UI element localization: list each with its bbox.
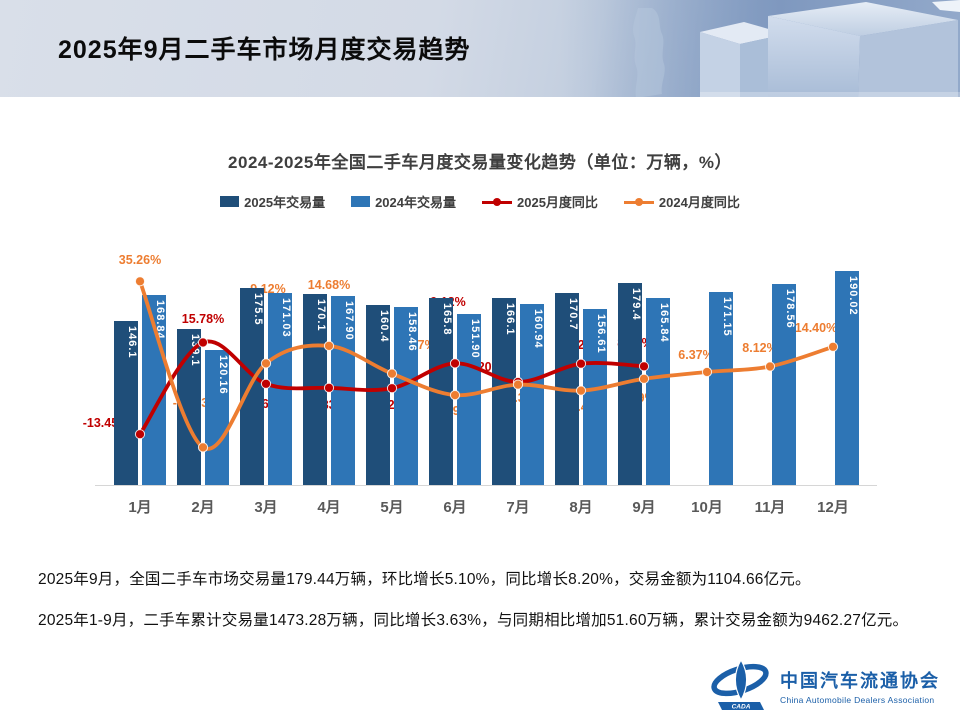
summary-line-month: 2025年9月，全国二手车市场交易量179.44万辆，环比增长5.10%，同比增… <box>38 571 811 588</box>
axis-label-10月: 10月 <box>691 499 723 516</box>
legend-swatch-line <box>482 197 512 207</box>
axis-label-2月: 2月 <box>191 499 215 516</box>
bar-2024年交易量-4月: 167.90 <box>331 296 355 485</box>
summary-line-ytd: 2025年1-9月，二手车累计交易量1473.28万辆，同比增长3.63%，与同… <box>38 612 909 629</box>
bar-2025年交易量-3月: 175.5 <box>240 287 264 485</box>
bar-2024年交易量-6月: 151.90 <box>457 314 481 485</box>
bar-2024年交易量-10月: 171.15 <box>709 292 733 485</box>
bar-value-label: 170.7 <box>567 297 579 331</box>
header-banner: 2025年9月二手车市场月度交易趋势 <box>0 0 960 100</box>
chart-title: 2024-2025年全国二手车月度交易量变化趋势（单位：万辆，%） <box>228 153 732 172</box>
bar-value-label: 165.84 <box>658 303 670 344</box>
bar-2025年交易量-6月: 165.8 <box>429 298 453 485</box>
bar-value-label: 156.61 <box>595 313 607 354</box>
bar-2024年交易量-1月: 168.84 <box>142 295 166 485</box>
axis-label-8月: 8月 <box>569 499 593 516</box>
axis-label-12月: 12月 <box>817 499 849 516</box>
bars-layer: 146.1 168.84 1月 139.1 120.16 2月 175.5 171.03 3月 1… <box>0 230 960 516</box>
axis-label-9月: 9月 <box>632 499 656 516</box>
bar-value-label: 170.1 <box>315 298 327 332</box>
logo-name-cn: 中国汽车流通协会 <box>780 671 940 691</box>
bar-value-label: 165.8 <box>441 303 453 336</box>
bar-value-label: 190.02 <box>847 276 859 316</box>
axis-label-7月: 7月 <box>506 499 530 516</box>
bar-value-label: 139.1 <box>189 333 201 367</box>
bar-value-label: 178.56 <box>784 289 796 329</box>
axis-label-4月: 4月 <box>317 499 341 516</box>
bar-value-label: 168.84 <box>154 300 166 340</box>
legend-swatch-line <box>623 197 654 207</box>
bar-2025年交易量-9月: 179.4 <box>618 283 642 485</box>
axis-label-11月: 11月 <box>754 499 786 516</box>
bar-2024年交易量-2月: 120.16 <box>205 349 229 485</box>
data-label-2024月度同比-1月: 35.26% <box>118 253 162 268</box>
bar-value-label: 171.03 <box>280 297 292 338</box>
legend-swatch-bar <box>220 196 240 207</box>
chart-plot-area: -13.45%15.78%2.60%1.33%1.22%9.12%3.20%9.… <box>0 230 960 516</box>
axis-label-1月: 1月 <box>128 499 152 516</box>
cada-logo: CADA 中国汽车流通协会 China Automobile Dealers A… <box>708 660 940 712</box>
bar-2025年交易量-2月: 139.1 <box>177 328 201 485</box>
legend-item-3: 2025月度同比 <box>482 192 598 211</box>
bar-2025年交易量-7月: 166.1 <box>492 298 516 485</box>
bar-2025年交易量-1月: 146.1 <box>114 320 138 485</box>
bar-2025年交易量-5月: 160.4 <box>366 304 390 485</box>
axis-label-6月: 6月 <box>443 499 467 516</box>
cada-logo-icon: CADA <box>711 660 769 711</box>
bar-2024年交易量-12月: 190.02 <box>835 271 859 485</box>
legend-item-1: 2025年交易量 <box>220 192 325 211</box>
bar-2024年交易量-3月: 171.03 <box>268 292 292 485</box>
legend-label: 2025月度同比 <box>517 195 598 210</box>
bar-2024年交易量-9月: 165.84 <box>646 298 670 485</box>
x-axis-line <box>95 485 877 486</box>
page-title: 2025年9月二手车市场月度交易趋势 <box>58 36 471 64</box>
logo-name-en: China Automobile Dealers Association <box>780 695 935 705</box>
axis-label-5月: 5月 <box>380 499 404 516</box>
axis-label-3月: 3月 <box>254 499 278 516</box>
cada-badge-text: CADA <box>732 704 751 711</box>
legend-label: 2024月度同比 <box>658 195 740 210</box>
header-cubes-graphic <box>560 0 960 97</box>
bar-value-label: 160.94 <box>532 308 544 349</box>
legend-label: 2025年交易量 <box>244 195 326 210</box>
bar-value-label: 171.15 <box>721 297 733 338</box>
bar-2024年交易量-5月: 158.46 <box>394 306 418 485</box>
legend-item-4: 2024月度同比 <box>623 192 740 211</box>
bar-value-label: 175.5 <box>252 292 264 326</box>
bar-2024年交易量-8月: 156.61 <box>583 308 607 485</box>
bar-2024年交易量-7月: 160.94 <box>520 303 544 485</box>
bar-value-label: 167.90 <box>343 301 355 341</box>
legend-swatch-bar <box>351 196 371 207</box>
legend-item-2: 2024年交易量 <box>351 192 456 211</box>
bar-value-label: 146.1 <box>126 325 138 359</box>
bar-2025年交易量-4月: 170.1 <box>303 293 327 485</box>
chart-legend: 2025年交易量 2024年交易量 2025月度同比 2024月度同比 <box>0 192 960 211</box>
bar-value-label: 166.1 <box>504 303 516 336</box>
bar-value-label: 158.46 <box>406 311 418 352</box>
legend-label: 2024年交易量 <box>375 195 456 210</box>
bar-value-label: 179.4 <box>630 288 642 321</box>
bar-value-label: 120.16 <box>217 354 229 395</box>
bar-value-label: 160.4 <box>378 309 390 343</box>
bar-2024年交易量-11月: 178.56 <box>772 284 796 485</box>
bar-2025年交易量-8月: 170.7 <box>555 292 579 485</box>
bar-value-label: 151.90 <box>469 319 481 359</box>
